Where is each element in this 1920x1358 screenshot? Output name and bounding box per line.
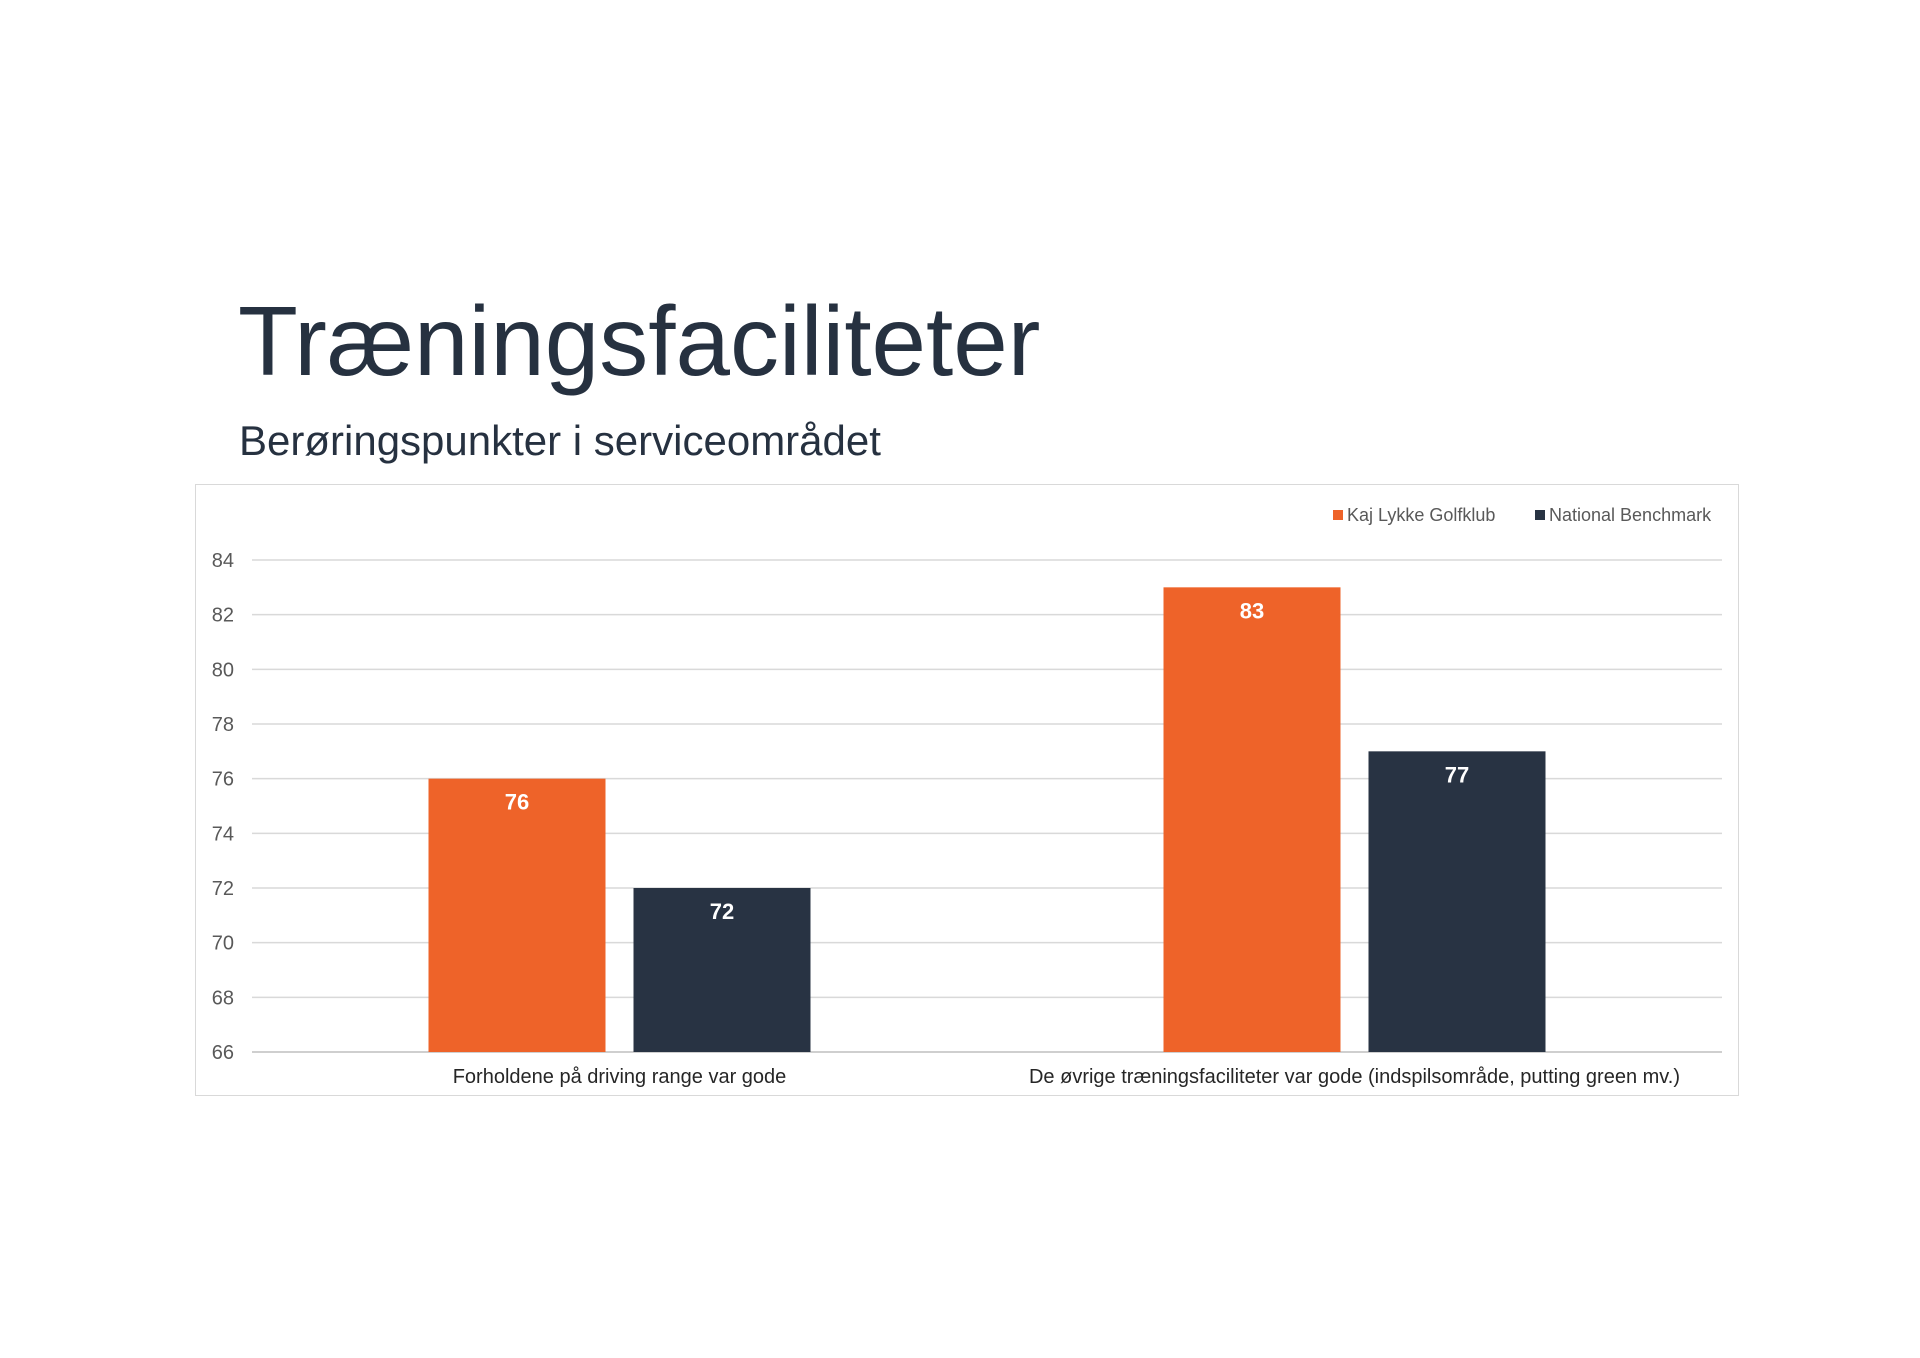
legend-label: National Benchmark — [1549, 505, 1712, 525]
legend-swatch — [1333, 510, 1343, 520]
chart-frame — [195, 484, 1739, 1096]
y-tick-label: 80 — [212, 659, 234, 681]
page-subtitle: Berøringspunkter i serviceområdet — [239, 417, 881, 464]
y-tick-label: 78 — [212, 714, 234, 736]
data-label: 83 — [1240, 598, 1264, 623]
data-labels: 76 72 83 77 — [505, 598, 1469, 924]
y-axis-ticks: 66 68 70 72 74 76 78 80 82 84 — [212, 550, 234, 1064]
bar — [428, 778, 606, 1052]
bar — [1163, 587, 1341, 1052]
y-tick-label: 70 — [212, 933, 234, 955]
y-tick-label: 76 — [212, 769, 234, 791]
legend: Kaj Lykke Golfklub National Benchmark — [1333, 505, 1712, 525]
data-label: 77 — [1445, 762, 1469, 787]
x-axis-categories: Forholdene på driving range var gode De ø… — [453, 1066, 1680, 1088]
y-tick-label: 68 — [212, 987, 234, 1009]
y-tick-label: 72 — [212, 878, 234, 900]
bars — [428, 587, 1546, 1052]
legend-label: Kaj Lykke Golfklub — [1347, 505, 1495, 525]
page-title: Træningsfaciliteter — [238, 286, 1041, 396]
y-tick-label: 74 — [212, 823, 234, 845]
y-tick-label: 66 — [212, 1042, 234, 1064]
x-category-label: Forholdene på driving range var gode — [453, 1066, 787, 1088]
y-tick-label: 82 — [212, 605, 234, 627]
x-category-label: De øvrige træningsfaciliteter var gode (… — [1029, 1066, 1680, 1088]
data-label: 72 — [710, 899, 734, 924]
data-label: 76 — [505, 790, 529, 815]
bar — [633, 888, 811, 1052]
bar — [1368, 751, 1546, 1052]
legend-swatch — [1535, 510, 1545, 520]
y-tick-label: 84 — [212, 550, 234, 572]
